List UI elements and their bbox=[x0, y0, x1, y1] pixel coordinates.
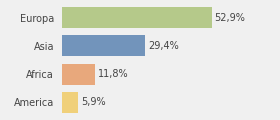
Text: 5,9%: 5,9% bbox=[81, 97, 106, 107]
Text: 29,4%: 29,4% bbox=[148, 41, 179, 51]
Text: 11,8%: 11,8% bbox=[98, 69, 129, 79]
Bar bbox=[62, 63, 95, 85]
Bar bbox=[62, 92, 78, 113]
Text: 52,9%: 52,9% bbox=[214, 13, 245, 23]
Bar bbox=[62, 7, 212, 28]
Bar bbox=[62, 35, 145, 57]
